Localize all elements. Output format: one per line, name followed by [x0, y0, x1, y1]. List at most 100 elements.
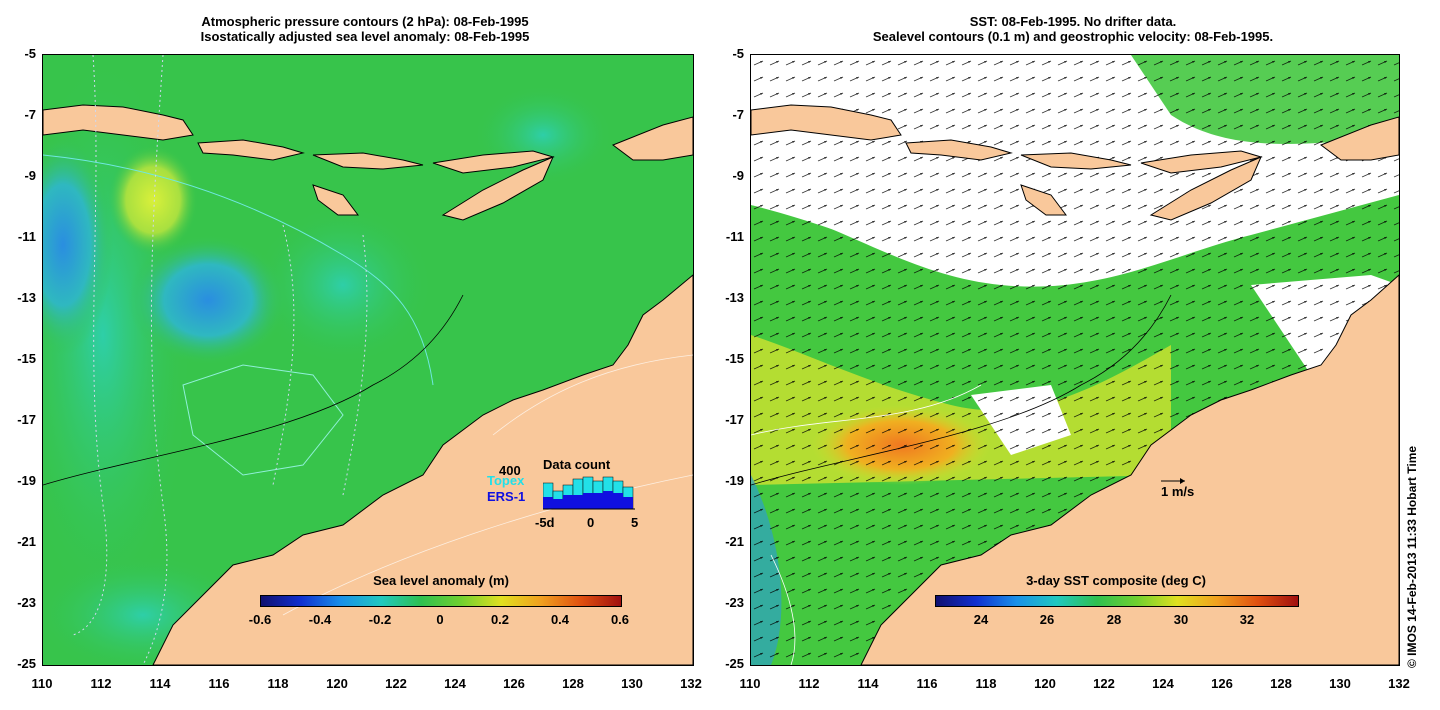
left-xlab-10: 128 [562, 676, 584, 691]
ers-bar-1 [543, 497, 553, 509]
left-ylab-10: -23 [17, 595, 36, 610]
copyright-label: © IMOS 14-Feb-2013 11:33 Hobart Time [1405, 445, 1419, 668]
right-ylab-10: -23 [725, 595, 744, 610]
data-count-tick-right: 5 [631, 515, 639, 530]
left-ylab-1: -5 [24, 46, 36, 61]
ers-bar-7 [603, 491, 613, 509]
left-title-line2: Isostatically adjusted sea level anomaly… [200, 29, 530, 44]
left-ylab-5: -13 [17, 290, 36, 305]
ers-bar-2 [553, 499, 563, 509]
data-count-max: 400 [499, 463, 521, 478]
ers-bar-8 [613, 493, 623, 509]
right-colorbar [935, 595, 1299, 607]
right-xlab-6: 120 [1034, 676, 1056, 691]
left-colorbar-tick-5: 0.2 [490, 612, 510, 627]
left-ylab-7: -17 [17, 412, 36, 427]
left-title: Atmospheric pressure contours (2 hPa): 0… [40, 14, 690, 44]
left-colorbar-tick-3: -0.2 [368, 612, 392, 627]
ers-bar-3 [563, 495, 573, 509]
data-count-topex-label: Topex [487, 473, 525, 488]
right-xlab-3: 114 [857, 676, 879, 691]
sea-level-anomaly-map[interactable]: 400 Data count Topex ERS-1 -5d 0 5 Sea l… [42, 54, 694, 666]
left-xlab-2: 112 [90, 676, 112, 691]
pressure-contour-4 [342, 234, 368, 496]
right-xlab-2: 112 [798, 676, 820, 691]
left-ylab-11: -25 [17, 656, 36, 671]
ers-bar-5 [583, 493, 593, 509]
right-colorbar-tick-5: 32 [1239, 612, 1255, 627]
right-colorbar-tick-4: 30 [1173, 612, 1189, 627]
data-count-histogram [543, 476, 635, 510]
lesser-sunda-west-sst [905, 139, 1013, 161]
right-xlab-5: 118 [975, 676, 997, 691]
left-colorbar-tick-2: -0.4 [308, 612, 332, 627]
sumba-island [312, 184, 359, 216]
right-ylab-8: -19 [725, 473, 744, 488]
sst-svg [751, 55, 1399, 665]
left-ylab-6: -15 [17, 351, 36, 366]
ers-bar-4 [573, 495, 583, 509]
java-island-sst [751, 104, 902, 141]
bathymetry-contour [43, 294, 464, 486]
left-title-line1: Atmospheric pressure contours (2 hPa): 0… [201, 14, 529, 29]
right-colorbar-tick-1: 24 [973, 612, 989, 627]
ers-bar-9 [623, 497, 633, 509]
yellow-anomaly [108, 145, 198, 255]
left-colorbar-tick-1: -0.6 [248, 612, 272, 627]
right-ylab-5: -13 [725, 290, 744, 305]
land-contour-1 [492, 354, 693, 436]
cyan-anomaly-center [253, 205, 433, 365]
left-colorbar-tick-6: 0.4 [550, 612, 570, 627]
left-ylab-2: -7 [24, 107, 36, 122]
right-ylab-2: -7 [732, 107, 744, 122]
australia-landmass-sst [860, 274, 1399, 665]
left-xlab-11: 130 [621, 676, 643, 691]
right-title: SST: 08-Feb-1995. No drifter data. Seale… [748, 14, 1398, 44]
lesser-sunda-center [312, 152, 424, 170]
left-ylab-4: -11 [17, 229, 36, 244]
right-xlab-10: 128 [1270, 676, 1292, 691]
right-ylab-9: -21 [725, 534, 744, 549]
pressure-contour-3 [272, 224, 295, 486]
aru-islands [611, 116, 693, 161]
right-ylab-4: -11 [725, 229, 744, 244]
left-colorbar-title: Sea level anomaly (m) [373, 573, 509, 588]
aru-islands-sst [1319, 116, 1399, 161]
left-colorbar [260, 595, 622, 607]
left-xlab-9: 126 [503, 676, 525, 691]
right-xlab-7: 122 [1093, 676, 1115, 691]
velocity-scale-label: 1 m/s [1161, 484, 1195, 499]
left-ylab-8: -19 [17, 473, 36, 488]
right-colorbar-tick-2: 26 [1039, 612, 1055, 627]
left-xlab-1: 110 [31, 676, 53, 691]
right-ylab-11: -25 [725, 656, 744, 671]
right-xlab-12: 132 [1388, 676, 1410, 691]
left-xlab-12: 132 [680, 676, 702, 691]
left-colorbar-tick-4: 0 [436, 612, 444, 627]
right-ylab-3: -9 [732, 168, 744, 183]
right-xlab-9: 126 [1211, 676, 1233, 691]
right-xlab-11: 130 [1329, 676, 1351, 691]
left-xlab-3: 114 [149, 676, 171, 691]
right-ylab-1: -5 [732, 46, 744, 61]
lesser-sunda-west [197, 139, 305, 161]
data-count-tick-mid: 0 [587, 515, 595, 530]
velocity-scale-arrowhead [1180, 478, 1185, 484]
timor-island [441, 156, 554, 221]
left-xlab-8: 124 [444, 676, 466, 691]
right-xlab-1: 110 [739, 676, 761, 691]
left-xlab-7: 122 [385, 676, 407, 691]
right-ylab-6: -15 [725, 351, 744, 366]
sumba-island-sst [1020, 184, 1067, 216]
right-colorbar-tick-3: 28 [1106, 612, 1122, 627]
left-ylab-9: -21 [17, 534, 36, 549]
left-xlab-5: 118 [267, 676, 289, 691]
left-colorbar-tick-7: 0.6 [610, 612, 630, 627]
data-count-tick-left: -5d [535, 515, 555, 530]
cyan-contour-1 [43, 154, 434, 386]
right-xlab-8: 124 [1152, 676, 1174, 691]
data-count-title: Data count [543, 457, 611, 472]
ers-bar-6 [593, 493, 603, 509]
sst-map[interactable]: 1 m/s 3-day SST composite (deg C) 24 26 … [750, 54, 1400, 666]
sealevel-contour-1 [751, 294, 1172, 486]
